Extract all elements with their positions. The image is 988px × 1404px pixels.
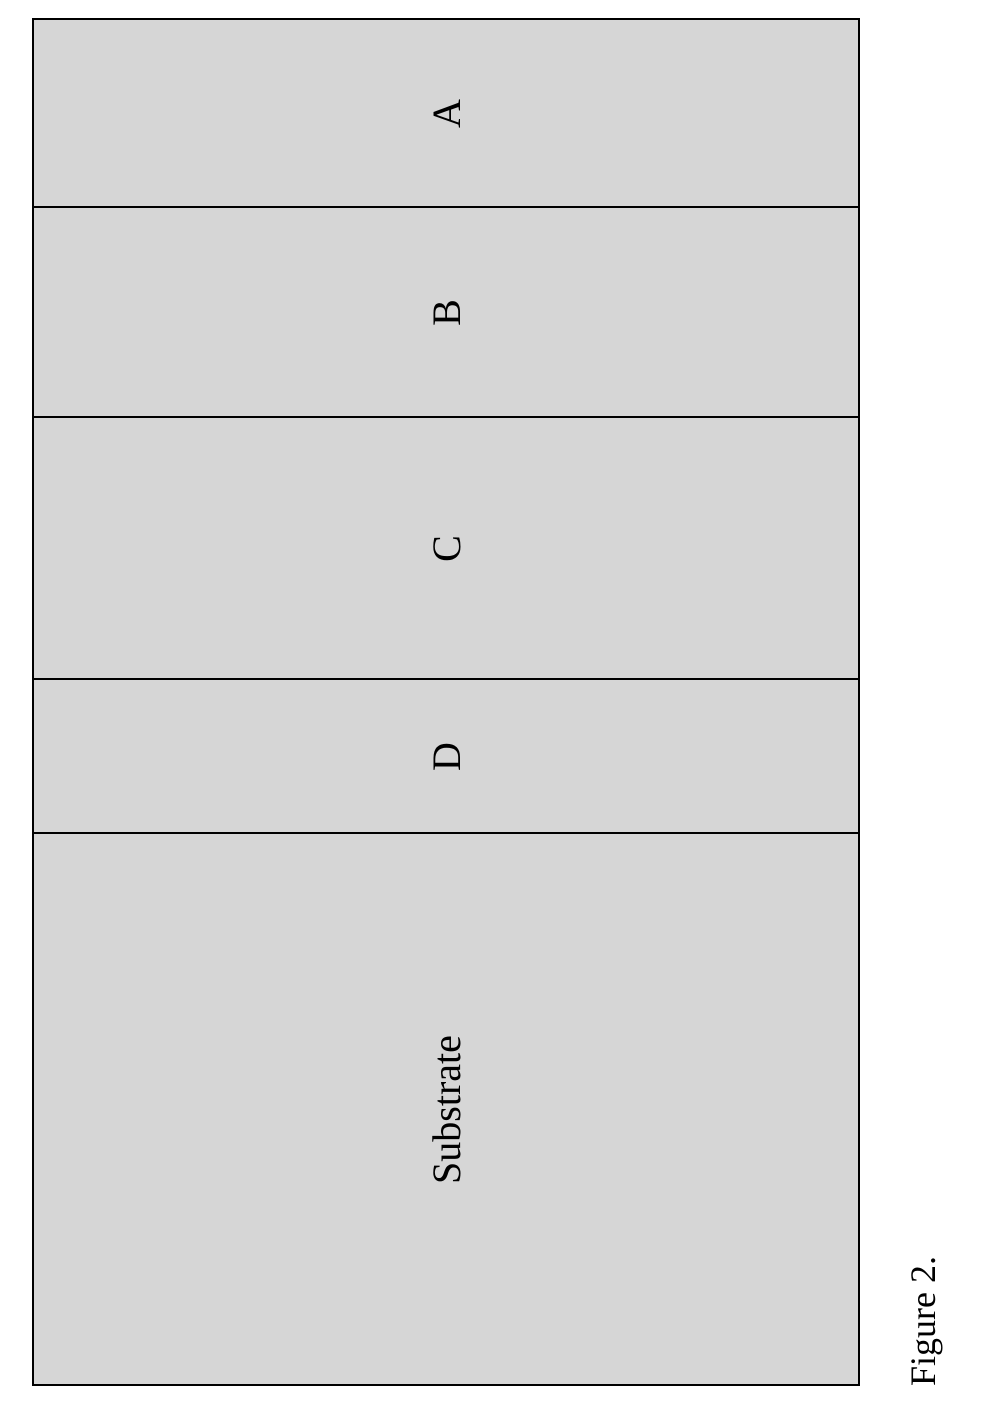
layer-substrate: Substrate xyxy=(32,832,860,1386)
layer-c: C xyxy=(32,416,860,678)
layer-a-label: A xyxy=(422,99,469,128)
layer-c-label: C xyxy=(423,535,470,562)
layer-d-label: D xyxy=(422,742,469,771)
layer-substrate-label: Substrate xyxy=(423,1035,470,1184)
layer-b: B xyxy=(32,206,860,416)
layer-a: A xyxy=(32,18,860,206)
layer-b-label: B xyxy=(423,299,470,326)
figure-caption: Figure 2. xyxy=(902,1256,944,1386)
layer-diagram: A B C D Substrate xyxy=(32,18,860,1386)
layer-d: D xyxy=(32,678,860,832)
